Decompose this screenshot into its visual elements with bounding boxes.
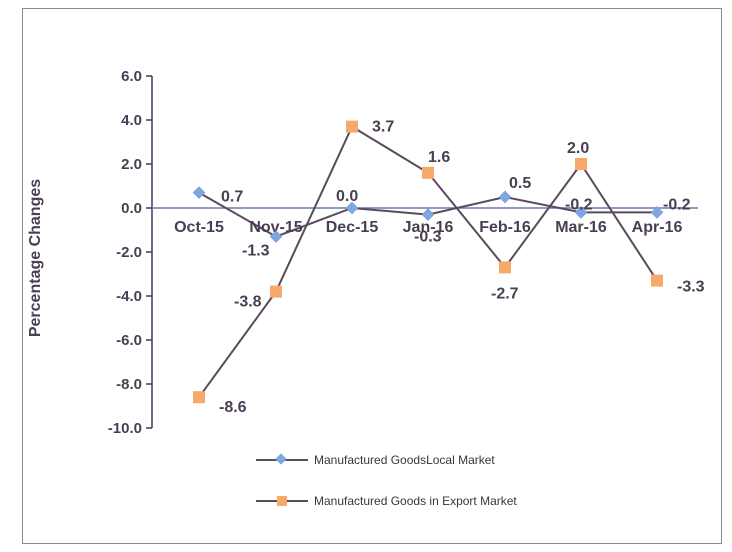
data-label: 0.7 <box>221 189 243 206</box>
data-label: -8.6 <box>219 399 247 416</box>
square-marker-icon <box>277 496 287 506</box>
legend-label: Manufactured GoodsLocal Market <box>314 453 495 467</box>
data-point-diamond <box>345 201 359 215</box>
x-tick-label: Jan-16 <box>403 219 454 236</box>
data-label: 0.0 <box>336 188 358 205</box>
data-point-square <box>422 166 434 179</box>
y-tick-label: -8.0 <box>116 376 142 393</box>
data-point-square <box>193 391 205 404</box>
data-label: 3.7 <box>372 119 394 136</box>
y-axis-label: Percentage Changes <box>27 178 44 338</box>
x-tick-label: Dec-15 <box>326 219 379 236</box>
y-tick-label: -2.0 <box>116 244 142 261</box>
data-label: -0.3 <box>414 229 442 246</box>
data-point-diamond <box>192 186 206 199</box>
data-point-diamond <box>269 230 283 243</box>
data-label: -3.8 <box>234 294 262 311</box>
data-label: -0.2 <box>663 196 691 213</box>
data-point-square <box>499 261 511 274</box>
data-point-square <box>270 285 282 298</box>
x-tick-label: Nov-15 <box>249 219 302 236</box>
data-label: -1.3 <box>242 243 270 260</box>
y-tick-label: -4.0 <box>116 288 142 305</box>
data-point-square <box>651 274 663 287</box>
y-tick-label: 0.0 <box>121 200 142 217</box>
legend-label: Manufactured Goods in Export Market <box>314 494 517 508</box>
data-label: 1.6 <box>428 149 450 166</box>
data-label: 0.5 <box>509 175 531 192</box>
y-tick-label: 6.0 <box>121 68 142 85</box>
data-point-diamond <box>421 208 435 221</box>
y-tick-label: 2.0 <box>121 156 142 173</box>
data-label: -2.7 <box>491 285 519 302</box>
chart-frame <box>22 8 722 544</box>
data-point-square <box>575 158 587 170</box>
data-label: -3.3 <box>677 279 705 296</box>
y-tick-label: 4.0 <box>121 112 142 129</box>
x-tick-label: Apr-16 <box>632 219 683 236</box>
data-point-diamond <box>498 190 512 204</box>
data-point-diamond <box>650 206 664 219</box>
x-tick-label: Feb-16 <box>479 219 531 236</box>
data-point-square <box>346 120 358 133</box>
y-tick-label: -6.0 <box>116 332 142 349</box>
data-label: 2.0 <box>567 140 589 157</box>
data-label: -0.2 <box>565 196 593 213</box>
x-tick-label: Oct-15 <box>174 219 224 236</box>
y-tick-label: -10.0 <box>108 420 142 437</box>
x-tick-label: Mar-16 <box>555 219 607 236</box>
data-point-diamond <box>574 206 588 219</box>
